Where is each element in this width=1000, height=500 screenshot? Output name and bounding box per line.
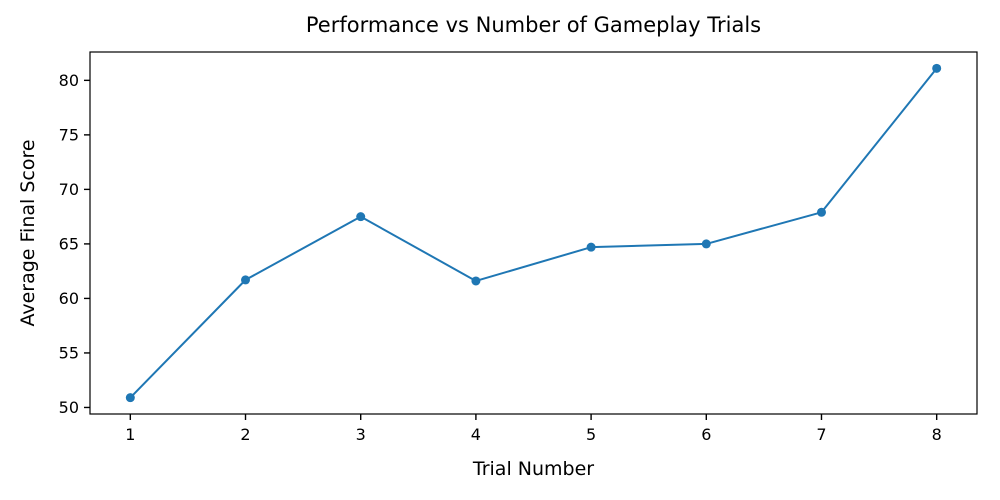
plot-border [89,51,978,415]
data-point-marker [356,212,366,222]
x-tick-label: 4 [471,425,481,444]
x-tick-label: 5 [586,425,596,444]
x-tick-label: 7 [816,425,826,444]
x-tick-label: 1 [125,425,135,444]
data-point-marker [701,239,711,249]
data-point-marker [816,207,826,217]
data-point-marker [241,275,251,285]
x-tick-label: 3 [356,425,366,444]
y-tick-label: 65 [59,234,79,253]
data-point-marker [932,63,942,73]
y-tick-label: 55 [59,343,79,362]
data-point-marker [125,393,135,403]
chart-title: Performance vs Number of Gameplay Trials [305,13,762,37]
y-tick-label: 75 [59,125,79,144]
data-point-marker [471,276,481,286]
y-tick-label: 60 [59,289,79,308]
x-tick-label: 2 [240,425,250,444]
y-tick-label: 70 [59,180,79,199]
y-tick-label: 80 [59,71,79,90]
data-line [129,67,938,399]
y-tick-label: 50 [59,398,79,417]
x-axis-label: Trial Number [472,458,595,480]
x-tick-label: 6 [701,425,711,444]
data-point-marker [586,242,596,252]
x-tick-label: 8 [932,425,942,444]
